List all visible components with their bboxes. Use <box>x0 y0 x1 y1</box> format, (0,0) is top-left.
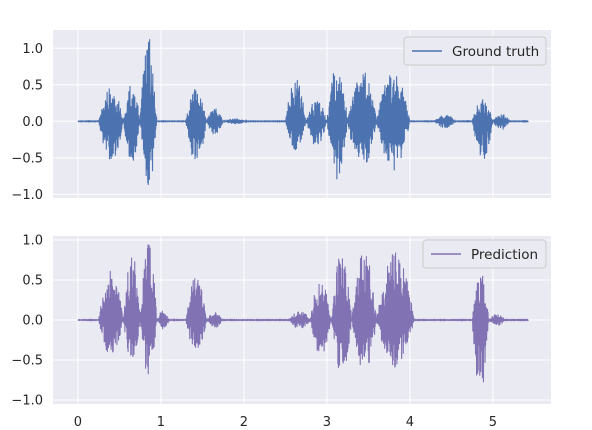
top-subplot: 1.0 0.5 0.0 −0.5 −1.0 Ground truth <box>11 30 551 203</box>
bottom-x-tick-labels: 0 1 2 3 4 5 <box>74 415 497 430</box>
bottom-legend-box <box>422 239 547 269</box>
top-y-tick-labels: 1.0 0.5 0.0 −0.5 −1.0 <box>11 42 43 203</box>
bottom-x-tick-label-4: 4 <box>406 415 414 430</box>
bottom-x-tick-label-0: 0 <box>74 415 82 430</box>
bottom-legend-label: Prediction <box>471 247 538 263</box>
bottom-subplot: 1.0 0.5 0.0 −0.5 −1.0 0 1 2 3 4 5 Prediction <box>11 234 551 430</box>
bottom-y-tick-label-2: 0.0 <box>22 314 43 329</box>
bottom-y-tick-label-3: −0.5 <box>11 354 43 369</box>
bottom-series-prediction <box>77 244 529 383</box>
top-y-tick-label-2: 0.0 <box>22 115 43 130</box>
bottom-y-tick-label-4: −1.0 <box>11 394 43 409</box>
top-series-ground-truth <box>77 39 529 186</box>
bottom-y-tick-labels: 1.0 0.5 0.0 −0.5 −1.0 <box>11 234 43 409</box>
top-y-tick-label-4: −1.0 <box>11 188 43 203</box>
bottom-x-tick-label-1: 1 <box>157 415 165 430</box>
top-legend: Ground truth <box>403 36 547 66</box>
top-y-tick-label-3: −0.5 <box>11 151 43 166</box>
bottom-y-tick-label-0: 1.0 <box>22 234 43 249</box>
bottom-legend: Prediction <box>422 239 547 269</box>
bottom-x-tick-label-2: 2 <box>240 415 248 430</box>
bottom-x-tick-label-5: 5 <box>489 415 497 430</box>
top-y-tick-label-1: 0.5 <box>22 78 43 93</box>
top-legend-label: Ground truth <box>452 44 539 60</box>
top-legend-box <box>403 36 547 66</box>
top-y-tick-label-0: 1.0 <box>22 42 43 57</box>
bottom-x-tick-label-3: 3 <box>323 415 331 430</box>
bottom-y-tick-label-1: 0.5 <box>22 274 43 289</box>
